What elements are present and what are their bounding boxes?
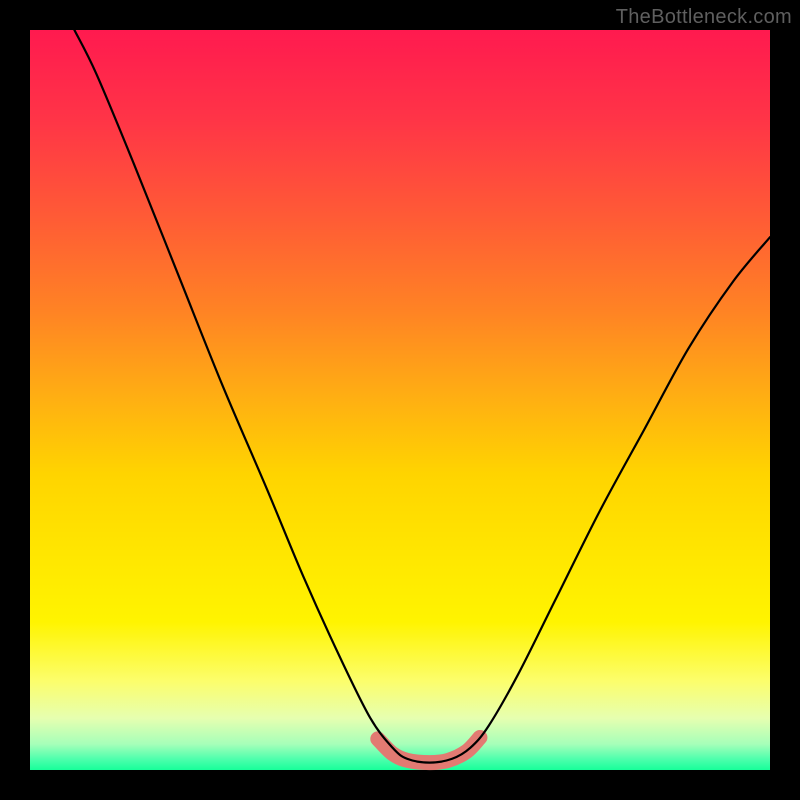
chart-container: TheBottleneck.com: [0, 0, 800, 800]
watermark-text: TheBottleneck.com: [616, 6, 792, 29]
bottleneck-curve-chart: [0, 0, 800, 800]
